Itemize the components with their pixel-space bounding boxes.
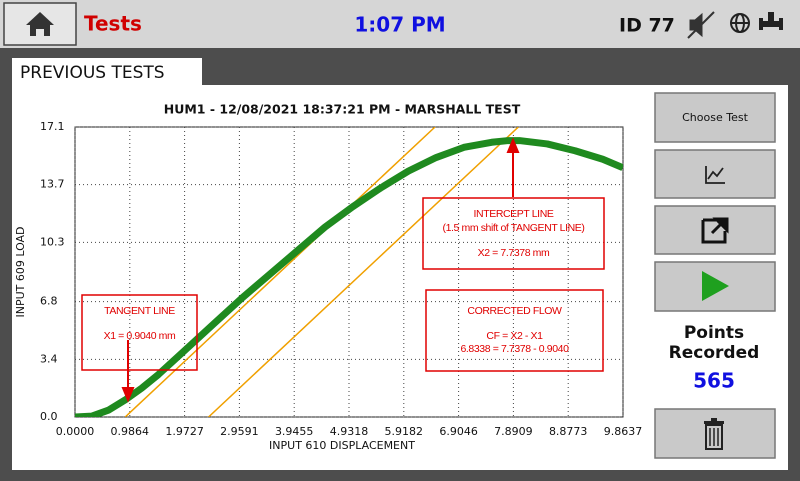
x-tick-label: 0.0000 xyxy=(56,425,95,438)
graph-button[interactable] xyxy=(654,149,776,199)
annotation-text: 6.8338 = 7.7378 - 0.9040 xyxy=(460,343,569,355)
x-axis-label: INPUT 610 DISPLACEMENT xyxy=(269,439,415,452)
x-tick-label: 4.9318 xyxy=(330,425,369,438)
y-tick-label: 10.3 xyxy=(40,235,65,248)
tab[interactable] xyxy=(12,58,202,88)
header-bar xyxy=(0,0,800,48)
x-tick-label: 5.9182 xyxy=(385,425,424,438)
x-tick-label: 0.9864 xyxy=(111,425,150,438)
annotation-text: (1.5 mm shift of TANGENT LINE) xyxy=(442,222,584,234)
device-id: ID 77 xyxy=(619,15,675,37)
clock: 1:07 PM xyxy=(354,13,445,37)
points-label: Points xyxy=(684,323,744,343)
home-button[interactable] xyxy=(3,2,77,46)
annotation-text: X2 = 7.7378 mm xyxy=(478,247,550,259)
y-axis-label: INPUT 609 LOAD xyxy=(14,226,27,317)
arrows xyxy=(121,137,520,403)
globe-icon xyxy=(730,13,750,33)
annotation-box xyxy=(425,289,604,372)
export-button[interactable] xyxy=(654,205,776,255)
choose-test-label: Choose Test xyxy=(682,111,748,124)
y-tick-label: 6.8 xyxy=(40,295,58,308)
delete-button[interactable] xyxy=(654,408,776,459)
y-tick-label: 0.0 xyxy=(40,410,58,423)
annotation-text: INTERCEPT LINE xyxy=(474,208,554,220)
tangent-line xyxy=(208,127,519,417)
y-tick-label: 13.7 xyxy=(40,178,65,191)
plot: 0.0000 0.9864 1.9727 2.9591 3.9455 4.9318 5.91… xyxy=(40,120,642,438)
y-tick-label: 3.4 xyxy=(40,352,58,365)
x-tick-label: 6.9046 xyxy=(439,425,478,438)
load-curve xyxy=(75,137,623,417)
tangent-line xyxy=(124,127,436,417)
y-tick-label: 17.1 xyxy=(40,120,65,133)
x-tick-label: 7.8909 xyxy=(494,425,533,438)
x-tick-label: 3.9455 xyxy=(275,425,314,438)
annotation-text: CORRECTED FLOW xyxy=(467,305,562,317)
chart-title: HUM1 - 12/08/2021 18:37:21 PM - MARSHALL… xyxy=(164,102,521,117)
play-button[interactable] xyxy=(654,261,776,312)
annotation-text: CF = X2 - X1 xyxy=(486,330,543,342)
annotation-box xyxy=(81,294,198,371)
annotation-text: TANGENT LINE xyxy=(104,305,175,317)
x-tick-label: 1.9727 xyxy=(165,425,204,438)
annotation-text: X1 = 0.9040 mm xyxy=(104,330,176,342)
mute-icon xyxy=(687,11,715,39)
points-label: Recorded xyxy=(669,343,760,363)
annotation-box xyxy=(422,197,605,270)
x-tick-label: 2.9591 xyxy=(220,425,259,438)
network-icon xyxy=(759,12,783,30)
x-tick-label: 9.8637 xyxy=(604,425,643,438)
points-count: 565 xyxy=(693,369,735,393)
x-tick-label: 8.8773 xyxy=(549,425,588,438)
tab-label: PREVIOUS TESTS xyxy=(20,63,165,83)
screen-title: Tests xyxy=(84,12,142,36)
choose-test-button[interactable] xyxy=(654,92,776,143)
